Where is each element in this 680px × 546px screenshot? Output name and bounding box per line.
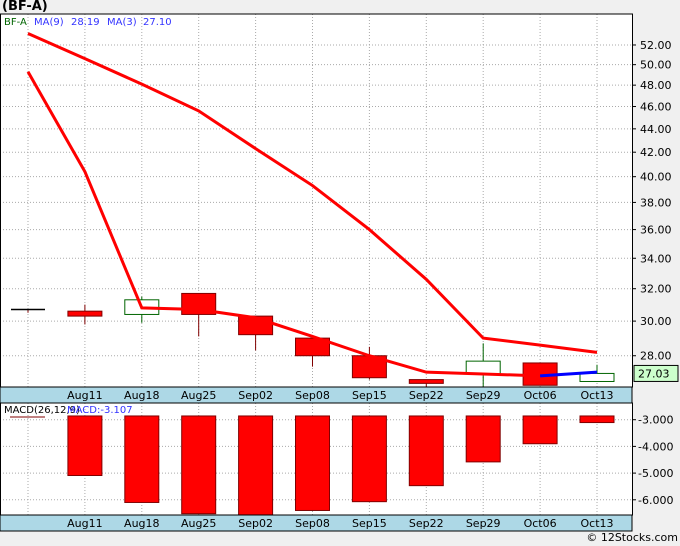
y-tick-label: -5.000 bbox=[638, 467, 673, 480]
chart-title: (BF-A) bbox=[2, 0, 48, 14]
macd-bar bbox=[181, 415, 217, 515]
price-panel bbox=[0, 14, 632, 387]
y-tick-label: -3.000 bbox=[638, 414, 673, 427]
legend-symbol: BF-A bbox=[4, 17, 27, 28]
legend-ma3-value: 27.10 bbox=[143, 17, 172, 28]
y-tick-label: 34.00 bbox=[640, 252, 672, 265]
last-price-label: 27.03 bbox=[638, 367, 670, 380]
candle-body bbox=[579, 372, 615, 382]
y-tick-label: 50.00 bbox=[640, 59, 672, 72]
macd-bar bbox=[295, 415, 330, 511]
macd-bar bbox=[67, 415, 103, 477]
macd-bar bbox=[351, 415, 387, 503]
y-tick-label: 30.00 bbox=[640, 315, 672, 328]
macd-bar bbox=[408, 415, 444, 487]
macd-bar bbox=[238, 415, 274, 516]
y-tick-label: 48.00 bbox=[640, 79, 672, 92]
x-tick-label: Sep29 bbox=[466, 389, 501, 402]
copyright-footer: © 12Stocks.com bbox=[586, 531, 678, 544]
legend-macd-value: MACD:-3.107 bbox=[67, 405, 133, 416]
x-tick-label: Aug18 bbox=[124, 389, 159, 402]
x-tick-label: Sep08 bbox=[295, 517, 330, 530]
y-tick-label: -4.000 bbox=[638, 440, 673, 453]
x-tick-label: Oct06 bbox=[524, 517, 557, 530]
x-tick-label: Oct13 bbox=[580, 517, 613, 530]
last-price-tag bbox=[633, 364, 679, 382]
legend-ma9-value: 28.19 bbox=[71, 17, 100, 28]
ma3-last-segment bbox=[540, 370, 598, 378]
x-tick-label: Aug25 bbox=[181, 517, 216, 530]
y-tick-label: 46.00 bbox=[640, 101, 672, 114]
x-tick-label: Sep15 bbox=[352, 517, 387, 530]
candle-body bbox=[408, 379, 444, 384]
x-tick-label: Aug11 bbox=[67, 517, 102, 530]
ma3-line bbox=[26, 70, 541, 378]
legend-ma3-label: MA(3) bbox=[107, 17, 137, 28]
x-tick-label: Oct06 bbox=[524, 389, 557, 402]
y-tick-label: 44.00 bbox=[640, 123, 672, 136]
x-tick-label: Sep29 bbox=[466, 517, 501, 530]
y-tick-label: 36.00 bbox=[640, 224, 672, 237]
macd-bar bbox=[579, 415, 615, 424]
macd-bar bbox=[522, 415, 558, 445]
x-tick-label: Aug11 bbox=[67, 389, 102, 402]
y-tick-label: -6.000 bbox=[638, 494, 673, 507]
y-tick-label: 52.00 bbox=[640, 39, 672, 52]
x-tick-label: Sep22 bbox=[409, 517, 444, 530]
macd-bar bbox=[465, 415, 501, 463]
candle-body bbox=[465, 360, 501, 375]
y-tick-label: 40.00 bbox=[640, 171, 672, 184]
macd-bar bbox=[124, 415, 160, 503]
candle-body bbox=[67, 310, 103, 317]
x-tick-label: Aug18 bbox=[124, 517, 159, 530]
x-tick-label: Sep02 bbox=[238, 389, 273, 402]
x-tick-label: Sep08 bbox=[295, 389, 330, 402]
legend-macd-label: MACD(26,12,9) bbox=[4, 405, 80, 416]
y-tick-label: 32.00 bbox=[640, 283, 672, 296]
legend-ma9-label: MA(9) bbox=[34, 17, 64, 28]
y-tick-label: 38.00 bbox=[640, 196, 672, 209]
x-tick-label: Sep15 bbox=[352, 389, 387, 402]
x-tick-label: Oct13 bbox=[580, 389, 613, 402]
macd-frame bbox=[0, 402, 633, 516]
y-tick-label: 42.00 bbox=[640, 146, 672, 159]
y-tick-label: 28.00 bbox=[640, 350, 672, 363]
candle-body bbox=[295, 337, 330, 357]
price-frame bbox=[0, 13, 633, 388]
ma9-line bbox=[27, 32, 598, 354]
x-tick-label: Aug25 bbox=[181, 389, 216, 402]
x-tick-label: Sep22 bbox=[409, 389, 444, 402]
x-tick-label: Sep02 bbox=[238, 517, 273, 530]
